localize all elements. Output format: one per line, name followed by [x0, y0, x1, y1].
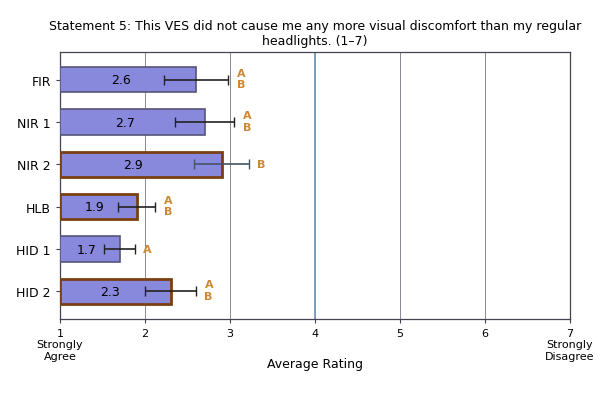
- Bar: [60, 195, 137, 220]
- Text: 1.9: 1.9: [85, 201, 104, 213]
- Text: B: B: [257, 160, 266, 170]
- Bar: [60, 152, 221, 178]
- Bar: [60, 279, 170, 304]
- Bar: [60, 237, 119, 262]
- Text: 2.7: 2.7: [115, 116, 135, 129]
- Text: 2.9: 2.9: [123, 159, 143, 171]
- Text: B: B: [205, 291, 213, 301]
- Text: A: A: [243, 111, 251, 121]
- Bar: [60, 68, 196, 93]
- Text: A: A: [164, 195, 172, 205]
- Text: 1.7: 1.7: [77, 243, 97, 256]
- Text: A: A: [143, 245, 152, 254]
- Text: B: B: [243, 122, 251, 133]
- Text: Average Rating: Average Rating: [267, 357, 363, 370]
- Text: A: A: [237, 68, 245, 79]
- Text: 2.3: 2.3: [100, 285, 119, 298]
- Text: 2.6: 2.6: [112, 74, 131, 87]
- Text: B: B: [237, 80, 245, 90]
- Bar: [60, 110, 205, 135]
- Text: B: B: [164, 207, 172, 217]
- Text: A: A: [205, 279, 213, 290]
- Title: Statement 5: This VES did not cause me any more visual discomfort than my regula: Statement 5: This VES did not cause me a…: [49, 20, 581, 48]
